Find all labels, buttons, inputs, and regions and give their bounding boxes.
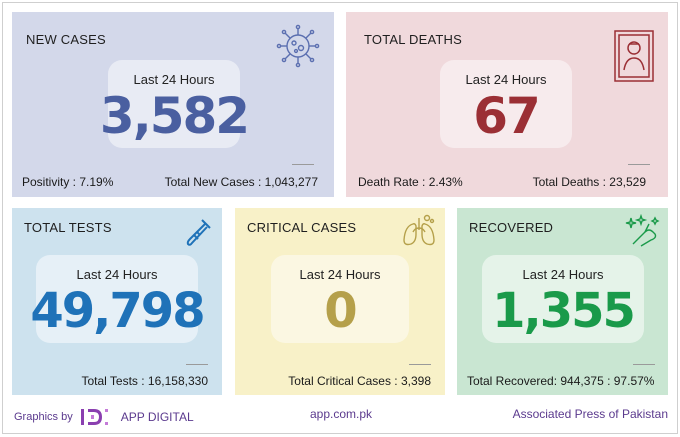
new-cases-value: 3,582: [99, 87, 250, 145]
total-deaths-value: 67: [473, 87, 541, 145]
new-cases-panel: Last 24 Hours 3,582: [100, 60, 250, 148]
total-deaths-stat: Total Deaths : 23,529: [532, 175, 646, 189]
graphics-by-label: Graphics by: [14, 411, 73, 423]
virus-icon: [276, 24, 320, 68]
sparkle-hand-icon: [625, 214, 660, 247]
test-tube-icon: [186, 219, 211, 246]
new-cases-period: Last 24 Hours: [133, 72, 215, 87]
total-tests-panel: Last 24 Hours 49,798: [30, 255, 206, 343]
total-deaths-divider: [628, 164, 650, 165]
total-tests-stat: Total Tests : 16,158,330: [81, 374, 208, 388]
total-tests-card: TOTAL TESTS Last 24 Hours 49,798 Total T…: [12, 208, 222, 395]
website-link[interactable]: app.com.pk: [310, 407, 373, 421]
footer-credit: Graphics by APP DIGITAL: [14, 407, 194, 427]
total-recovered-stat: Total Recovered: 944,375 : 97.57%: [467, 374, 655, 388]
death-rate-stat: Death Rate : 2.43%: [358, 175, 463, 189]
critical-cases-title: CRITICAL CASES: [247, 220, 357, 235]
recovered-card: RECOVERED Last 24 Hours 1,355 Total Reco…: [457, 208, 668, 395]
recovered-title: RECOVERED: [469, 220, 554, 235]
recovered-period: Last 24 Hours: [522, 267, 604, 282]
total-tests-value: 49,798: [30, 283, 205, 339]
portrait-frame-icon: [614, 30, 654, 82]
total-new-cases-stat: Total New Cases : 1,043,277: [164, 175, 318, 189]
recovered-panel: Last 24 Hours 1,355: [482, 255, 644, 343]
critical-cases-card: CRITICAL CASES Last 24 Hours 0 Total Cri…: [235, 208, 445, 395]
new-cases-divider: [292, 164, 314, 165]
recovered-value: 1,355: [492, 283, 636, 339]
critical-cases-panel: Last 24 Hours 0: [271, 255, 409, 343]
total-tests-title: TOTAL TESTS: [24, 220, 112, 235]
total-deaths-card: TOTAL DEATHS Last 24 Hours 67 Death Rate…: [346, 12, 668, 197]
critical-cases-period: Last 24 Hours: [299, 267, 381, 282]
app-digital-brand: APP DIGITAL: [120, 410, 194, 424]
agency-name: Associated Press of Pakistan: [512, 407, 668, 421]
total-deaths-period: Last 24 Hours: [465, 72, 547, 87]
critical-cases-value: 0: [324, 283, 357, 339]
total-deaths-title: TOTAL DEATHS: [364, 32, 462, 47]
positivity-stat: Positivity : 7.19%: [22, 175, 114, 189]
critical-cases-divider: [409, 364, 431, 365]
total-tests-divider: [186, 364, 208, 365]
lungs-icon: [403, 214, 435, 246]
app-digital-logo-icon: [80, 409, 108, 425]
total-critical-cases-stat: Total Critical Cases : 3,398: [288, 374, 431, 388]
total-tests-period: Last 24 Hours: [76, 267, 158, 282]
new-cases-title: NEW CASES: [26, 32, 106, 47]
new-cases-card: NEW CASES Last 24 Hours 3,582 Positivity…: [12, 12, 334, 197]
recovered-divider: [633, 364, 655, 365]
total-deaths-panel: Last 24 Hours 67: [440, 60, 572, 148]
